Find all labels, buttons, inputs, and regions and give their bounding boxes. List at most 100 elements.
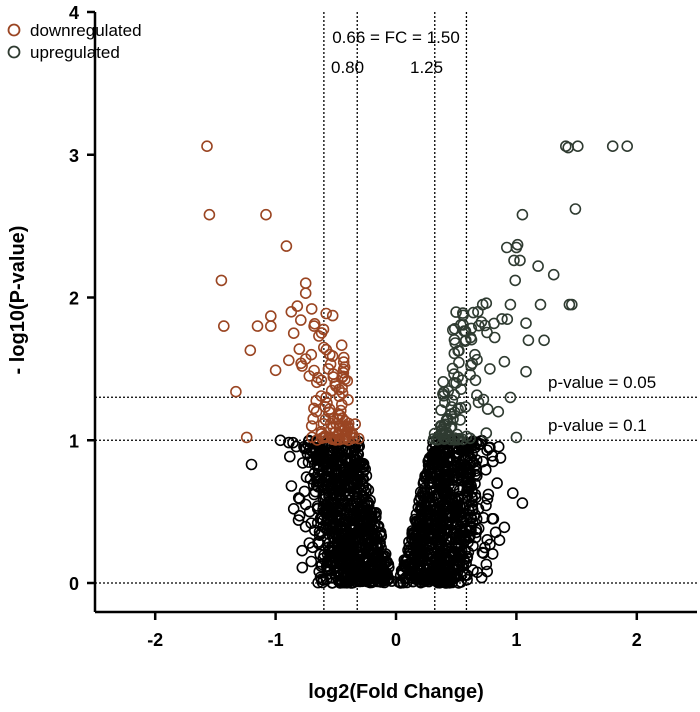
point-not-significant (364, 518, 376, 531)
point-not-significant (311, 517, 324, 529)
point-not-significant (308, 488, 320, 501)
point-not-significant (469, 468, 482, 481)
point-upregulated (446, 324, 459, 336)
point-downregulated (327, 412, 340, 425)
point-not-significant (287, 502, 300, 515)
point-not-significant (414, 554, 426, 566)
point-not-significant (330, 455, 343, 468)
threshold-lines (95, 12, 697, 612)
point-upregulated (509, 274, 522, 287)
point-upregulated (501, 313, 514, 326)
point-downregulated (299, 287, 312, 300)
point-not-significant (325, 540, 338, 553)
point-upregulated (510, 431, 523, 444)
point-not-significant (338, 471, 351, 484)
point-not-significant (440, 518, 453, 531)
point-not-significant (409, 572, 421, 584)
point-upregulated (621, 140, 634, 152)
point-not-significant (296, 544, 308, 557)
fc-inner-high-annotation: 1.25 (410, 58, 443, 77)
x-tick-label: 2 (632, 630, 642, 650)
point-upregulated (453, 356, 465, 369)
point-not-significant (431, 493, 443, 505)
point-not-significant (455, 548, 467, 560)
point-not-significant (299, 498, 312, 511)
point-not-significant (305, 555, 318, 568)
point-not-significant (449, 492, 461, 505)
point-not-significant (283, 450, 296, 463)
point-not-significant (459, 569, 471, 581)
y-axis-label: - log10(P-value) (7, 226, 29, 375)
point-downregulated (310, 405, 323, 418)
point-not-significant (337, 550, 350, 563)
point-not-significant (283, 436, 295, 449)
point-not-significant (447, 527, 460, 540)
point-not-significant (480, 558, 493, 571)
point-not-significant (292, 514, 305, 526)
point-downregulated (337, 356, 350, 368)
point-not-significant (486, 512, 499, 525)
point-upregulated (460, 430, 473, 443)
data-points (201, 140, 634, 589)
point-downregulated (230, 385, 242, 398)
point-not-significant (335, 568, 348, 581)
point-not-significant (314, 571, 327, 584)
point-not-significant (333, 562, 346, 575)
point-upregulated (492, 405, 505, 418)
point-not-significant (285, 480, 298, 492)
point-downregulated (334, 419, 347, 432)
point-not-significant (320, 499, 333, 512)
y-tick-label: 2 (69, 289, 79, 309)
point-downregulated (264, 320, 277, 332)
point-downregulated (305, 348, 318, 361)
point-downregulated (308, 320, 320, 332)
point-not-significant (296, 457, 309, 469)
point-not-significant (317, 552, 329, 565)
point-not-significant (440, 533, 453, 546)
x-tick-label: 1 (511, 630, 521, 650)
point-upregulated (500, 241, 513, 254)
point-upregulated (454, 414, 467, 426)
point-upregulated (479, 319, 491, 332)
point-upregulated (520, 365, 532, 378)
point-downregulated (264, 310, 277, 322)
point-upregulated (448, 388, 461, 401)
point-upregulated (435, 404, 447, 416)
point-upregulated (488, 331, 501, 344)
point-upregulated (446, 394, 459, 407)
point-not-significant (506, 487, 519, 499)
point-downregulated (260, 208, 272, 221)
point-downregulated (335, 398, 348, 411)
point-not-significant (427, 477, 440, 490)
point-not-significant (427, 446, 440, 459)
point-not-significant (419, 470, 431, 482)
point-not-significant (444, 467, 457, 480)
point-upregulated (450, 377, 462, 389)
point-not-significant (347, 461, 360, 473)
point-not-significant (493, 534, 506, 547)
point-not-significant (462, 467, 475, 479)
point-upregulated (469, 374, 482, 387)
point-upregulated (428, 427, 441, 440)
point-not-significant (427, 505, 440, 518)
point-upregulated (438, 433, 451, 446)
point-downregulated (315, 374, 328, 387)
point-upregulated (508, 254, 520, 267)
point-upregulated (496, 313, 508, 325)
point-downregulated (269, 364, 282, 377)
point-downregulated (333, 383, 345, 396)
point-not-significant (463, 524, 476, 537)
point-downregulated (291, 300, 304, 312)
point-not-significant (477, 547, 490, 560)
point-downregulated (317, 417, 330, 430)
y-tick-label: 3 (69, 146, 79, 166)
point-not-significant (432, 564, 445, 577)
point-downregulated (341, 420, 354, 432)
point-downregulated (296, 360, 308, 372)
point-downregulated (307, 412, 320, 425)
point-not-significant (475, 571, 488, 584)
point-not-significant (369, 511, 382, 523)
point-not-significant (315, 526, 328, 539)
point-not-significant (480, 499, 492, 512)
legend-label-upregulated: upregulated (30, 43, 120, 62)
